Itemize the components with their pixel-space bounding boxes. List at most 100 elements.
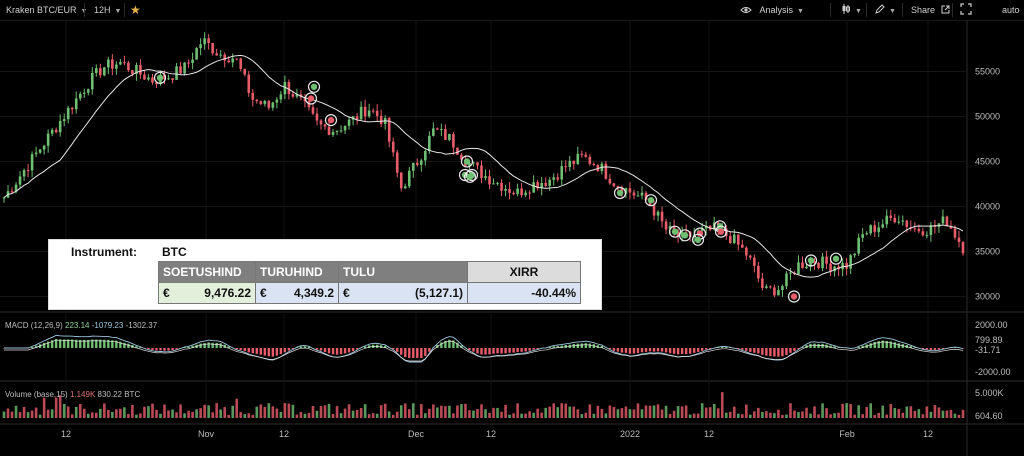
volume-bar — [905, 406, 909, 418]
macd-bar — [520, 348, 523, 352]
volume-bar — [749, 414, 752, 418]
volume-bar — [845, 403, 848, 418]
candle-body — [893, 217, 897, 223]
volume-bar — [632, 409, 636, 418]
macd-bar — [287, 348, 291, 351]
draw-tool-button[interactable]: ▼ — [875, 0, 896, 20]
volume-bar — [785, 414, 788, 418]
share-label: Share — [911, 5, 936, 15]
volume-bar — [179, 404, 182, 418]
macd-bar — [741, 348, 744, 350]
macd-bar — [267, 348, 271, 357]
candle-body — [231, 58, 235, 63]
volume-bar — [961, 409, 965, 418]
time-tick-label: Feb — [839, 429, 855, 439]
analysis-button[interactable]: Analysis ▼ — [740, 0, 804, 20]
candle-body — [223, 54, 226, 61]
candle-body — [179, 66, 182, 74]
buy-marker — [466, 173, 474, 180]
candle-body — [556, 177, 560, 180]
currency-symbol: € — [260, 286, 267, 300]
volume-bar — [524, 413, 527, 418]
macd-bar — [913, 347, 917, 348]
macd-bar — [817, 343, 820, 348]
macd-bar — [355, 348, 359, 350]
candle-body — [251, 92, 255, 100]
candle-body — [66, 107, 70, 120]
macd-bar — [656, 348, 660, 352]
candle-style-button[interactable]: ▼ — [841, 0, 862, 20]
volume-bar — [676, 406, 680, 418]
volume-bar — [745, 404, 748, 418]
trade-marker-ring — [304, 92, 318, 105]
candle-body — [111, 59, 114, 69]
volume-bar — [464, 403, 467, 418]
trade-marker-ring — [787, 290, 801, 303]
candle-body — [18, 176, 22, 185]
share-button[interactable]: Share — [911, 0, 950, 20]
symbol-selector[interactable]: Kraken BTC/EUR▼ — [6, 0, 87, 20]
volume-bar — [536, 408, 539, 418]
analysis-label: Analysis — [759, 5, 794, 15]
volume-bar — [26, 412, 30, 418]
volume-bar — [159, 413, 162, 418]
volume-bar — [761, 411, 764, 418]
auto-scale-button[interactable]: auto — [1002, 5, 1020, 15]
macd-bar — [155, 348, 158, 351]
macd-bar — [556, 345, 559, 348]
macd-bar — [71, 339, 74, 348]
volume-bar — [648, 405, 652, 418]
candle-body — [319, 120, 323, 125]
volume-bar — [680, 406, 684, 418]
macd-legend-title: MACD (12,26,9) — [5, 321, 63, 330]
macd-tick-label: -31.71 — [975, 345, 1001, 355]
candle-body — [949, 226, 953, 229]
volume-bar — [720, 392, 724, 418]
buy-marker — [156, 74, 164, 82]
macd-bar — [560, 345, 563, 348]
macd-bar — [123, 342, 126, 348]
candle-body — [572, 160, 576, 165]
price-chart-canvas[interactable]: 55000 50000 45000 40000 35000 30000 12 Nov 12 Dec… — [0, 20, 1024, 456]
candle-body — [107, 59, 110, 68]
candle-body — [10, 191, 14, 193]
value-turuhind: 4,349.2 — [293, 286, 334, 300]
candle-body — [736, 234, 740, 245]
candle-body — [38, 149, 42, 153]
macd-bar — [215, 342, 218, 348]
macd-bar — [548, 347, 551, 348]
volume-tick-label: 604.60 — [975, 411, 1003, 421]
volume-bar — [227, 414, 231, 418]
volume-bar — [937, 407, 941, 418]
volume-bar — [805, 407, 808, 418]
volume-bar — [588, 404, 592, 418]
buy-marker — [671, 228, 679, 235]
volume-bar — [925, 406, 929, 418]
macd-bar — [163, 348, 166, 351]
candle-body — [14, 184, 18, 192]
volume-bar — [472, 410, 475, 418]
interval-selector[interactable]: 12H ▼ — [94, 0, 121, 20]
fullscreen-button[interactable] — [960, 0, 972, 20]
volume-bars — [2, 392, 965, 418]
candle-body — [789, 272, 792, 274]
candle-body — [640, 192, 644, 196]
table-header-row: SOETUSHIND TURUHIND TULU XIRR — [158, 261, 581, 283]
volume-bar — [865, 407, 868, 418]
candle-body — [925, 234, 929, 236]
volume-bar — [781, 414, 784, 418]
star-icon[interactable]: ★ — [130, 3, 141, 17]
trade-marker-ring — [829, 252, 843, 265]
candle-body — [359, 106, 363, 120]
volume-bar — [287, 403, 291, 418]
volume-bar — [688, 414, 692, 418]
macd-bar — [717, 347, 720, 348]
candle-body — [135, 65, 138, 74]
macd-bar — [99, 339, 102, 348]
chart-area[interactable]: 55000 50000 45000 40000 35000 30000 12 Nov 12 Dec… — [0, 20, 1024, 456]
volume-bar — [54, 397, 58, 418]
macd-bar — [700, 348, 704, 351]
volume-bar — [949, 409, 953, 418]
macd-bar — [821, 343, 824, 348]
volume-bar — [375, 413, 379, 418]
